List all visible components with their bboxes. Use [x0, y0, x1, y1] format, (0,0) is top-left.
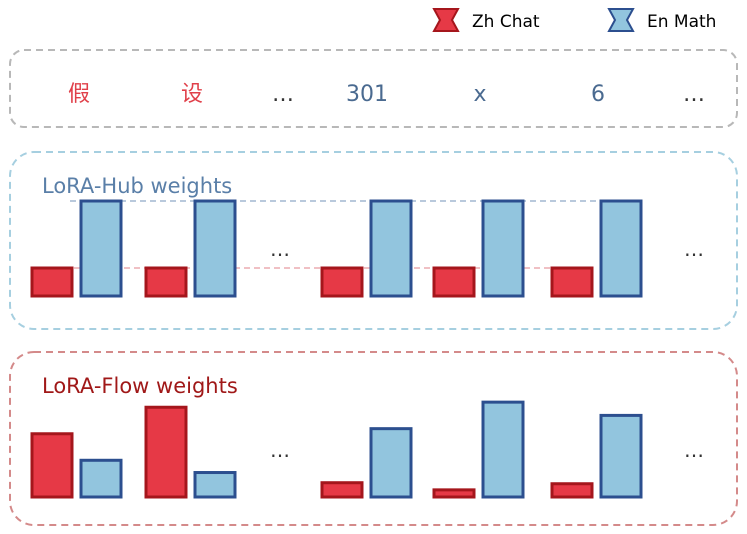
flow-ellipsis-2: … — [270, 438, 290, 462]
flow-bar-en-5 — [599, 413, 643, 499]
hub-bar-zh-3 — [320, 266, 364, 298]
legend-item-zh: Zh Chat — [432, 8, 540, 32]
token-box — [9, 49, 738, 128]
hub-panel — [9, 151, 738, 330]
token-1: 设 — [181, 82, 203, 107]
token-4: x — [473, 82, 486, 107]
token-0: 假 — [68, 82, 90, 107]
hub-ellipsis-2: … — [270, 237, 290, 261]
flow-bar-en-3 — [369, 427, 413, 499]
flow-bars: …… — [30, 400, 704, 499]
hub-bar-en-0 — [79, 199, 123, 298]
hub-bar-en-1 — [193, 199, 237, 298]
flow-bar-zh-1 — [144, 405, 188, 499]
hourglass-blue-icon — [607, 8, 635, 32]
legend-label-zh: Zh Chat — [472, 12, 540, 32]
hub-bar-en-5 — [599, 199, 643, 298]
token-6: … — [683, 82, 705, 107]
hub-bar-zh-1 — [144, 266, 188, 298]
hub-bar-zh-4 — [432, 266, 476, 298]
token-3: 301 — [346, 82, 388, 107]
legend: Zh Chat En Math — [432, 8, 716, 32]
hub-bars: …… — [30, 199, 704, 298]
flow-panel — [9, 351, 738, 526]
hub-bar-en-3 — [369, 199, 413, 298]
hub-label: LoRA-Hub weights — [42, 174, 232, 198]
flow-bar-en-0 — [79, 458, 123, 499]
hub-bar-zh-5 — [550, 266, 594, 298]
flow-label: LoRA-Flow weights — [42, 374, 238, 398]
token-5: 6 — [591, 82, 605, 107]
legend-item-en: En Math — [607, 8, 716, 32]
flow-bar-en-1 — [193, 471, 237, 499]
legend-label-en: En Math — [647, 12, 716, 32]
hub-bar-zh-0 — [30, 266, 74, 298]
hub-ellipsis-6: … — [684, 237, 704, 261]
token-2: … — [272, 82, 294, 107]
flow-bar-zh-4 — [432, 488, 476, 499]
flow-ellipsis-6: … — [684, 438, 704, 462]
flow-bar-en-4 — [481, 400, 525, 499]
flow-bar-zh-0 — [30, 432, 74, 499]
flow-bar-zh-5 — [550, 482, 594, 499]
token-row: 假 设 … 301 x 6 … — [68, 82, 705, 107]
hourglass-red-icon — [432, 8, 460, 32]
hub-bar-en-4 — [481, 199, 525, 298]
flow-bar-zh-3 — [320, 481, 364, 499]
